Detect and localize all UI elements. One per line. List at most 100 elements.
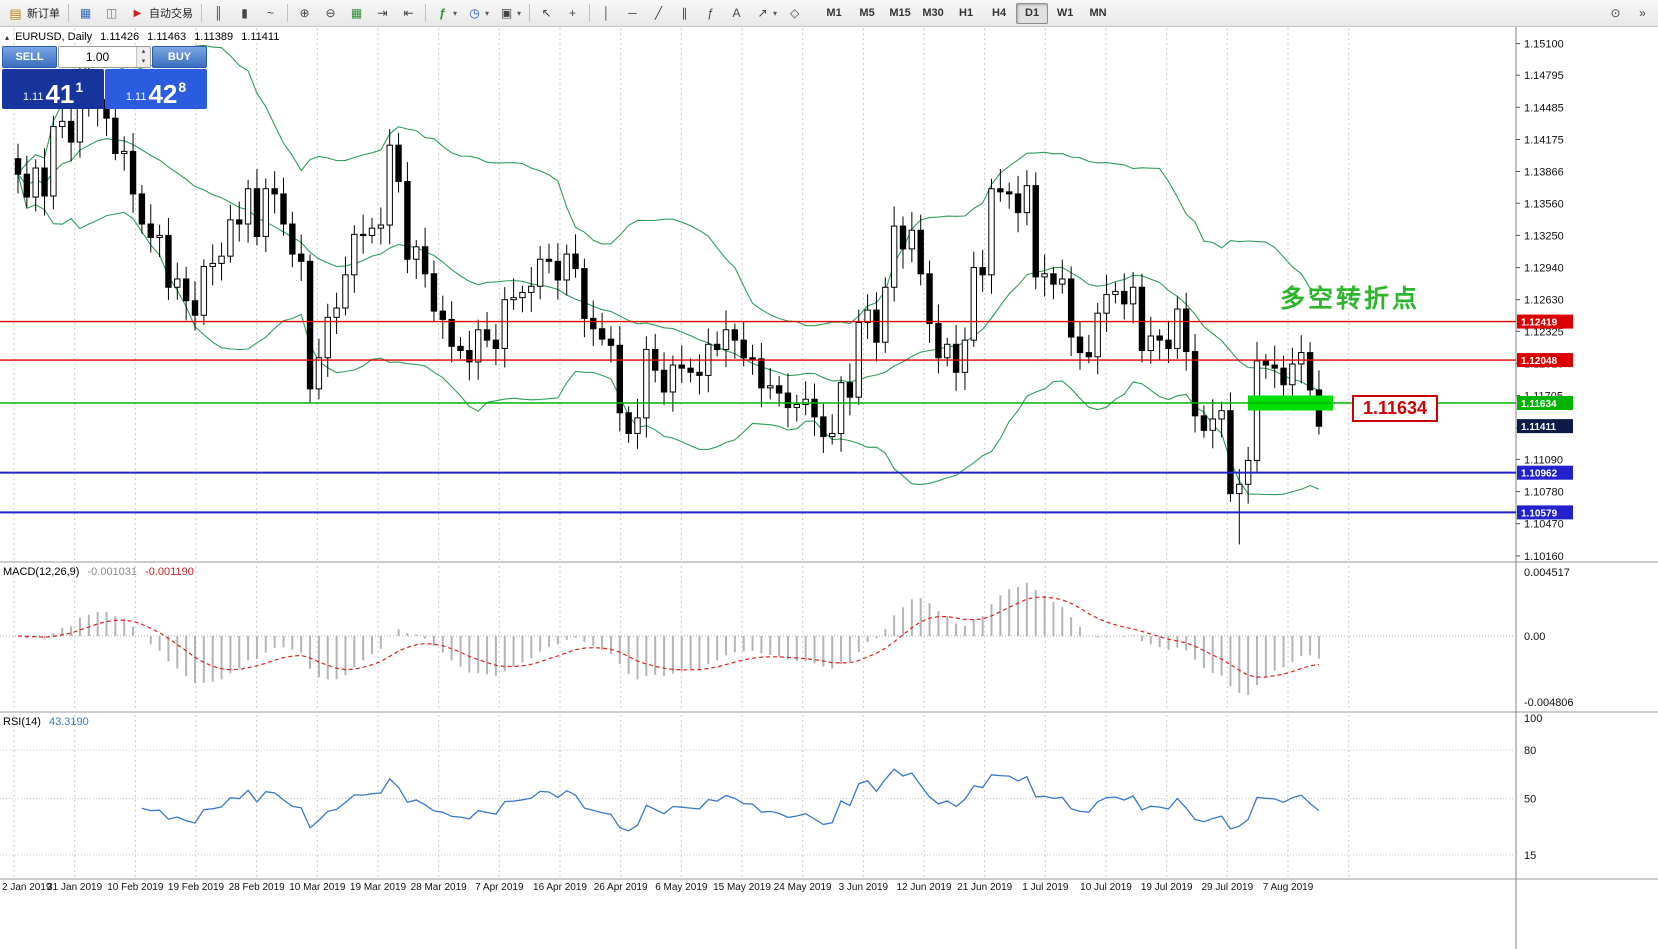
- svg-text:10 Jul 2019: 10 Jul 2019: [1080, 882, 1132, 893]
- fibonacci-icon: ƒ: [707, 5, 714, 20]
- chart-shift-button[interactable]: ⇥: [370, 2, 395, 24]
- svg-text:19 Feb 2019: 19 Feb 2019: [168, 882, 225, 893]
- svg-text:7 Apr 2019: 7 Apr 2019: [475, 882, 524, 893]
- svg-text:31 Jan 2019: 31 Jan 2019: [47, 882, 102, 893]
- timeframe-m30-button[interactable]: M30: [922, 6, 944, 19]
- svg-text:1.12630: 1.12630: [1524, 295, 1564, 307]
- templates-button[interactable]: ▣ ▾: [494, 2, 525, 24]
- svg-text:19 Jul 2019: 19 Jul 2019: [1141, 882, 1193, 893]
- toolbar-overflow-button[interactable]: »: [1630, 2, 1655, 24]
- periods-icon: ◷: [469, 5, 480, 20]
- timeframe-h4-button[interactable]: H4: [992, 6, 1007, 19]
- timeframe-m15-button[interactable]: M15: [889, 6, 911, 19]
- svg-text:29 Jul 2019: 29 Jul 2019: [1201, 882, 1253, 893]
- svg-text:1.13560: 1.13560: [1524, 198, 1564, 210]
- channel-button[interactable]: ∥: [672, 2, 697, 24]
- cursor-button[interactable]: ↖: [534, 2, 559, 24]
- rsi-value: 43.3190: [48, 716, 89, 728]
- svg-text:0.004517: 0.004517: [1524, 567, 1570, 579]
- search-icon: ⊙: [1610, 5, 1621, 20]
- price-callout-box: 1.11634: [1352, 395, 1439, 422]
- indicators-button[interactable]: ƒ ▾: [430, 2, 461, 24]
- sell-price-prefix: 1.11: [22, 91, 44, 103]
- svg-text:15 May 2019: 15 May 2019: [713, 882, 771, 893]
- one-click-toggle-icon[interactable]: ▴: [5, 33, 10, 42]
- indicators-caret-icon: ▾: [453, 8, 458, 18]
- crosshair-icon: +: [569, 5, 577, 20]
- candlestick-chart-button[interactable]: ▮: [232, 2, 257, 24]
- volume-spinner: ▴ ▾: [136, 47, 150, 67]
- svg-text:50: 50: [1524, 794, 1536, 806]
- data-window-icon: ◫: [105, 5, 118, 20]
- zoom-in-button[interactable]: ⊕: [292, 2, 317, 24]
- toolbar-separator: [201, 4, 202, 22]
- vertical-line-button[interactable]: │: [594, 2, 619, 24]
- text-tool-button[interactable]: A: [724, 2, 749, 24]
- svg-text:21 Jun 2019: 21 Jun 2019: [957, 882, 1012, 893]
- high-value: 1.11463: [147, 31, 187, 43]
- search-button[interactable]: ⊙: [1603, 2, 1628, 24]
- timeframe-m1-button[interactable]: M1: [826, 6, 842, 19]
- low-value: 1.11389: [194, 31, 234, 43]
- trendline-button[interactable]: ╱: [646, 2, 671, 24]
- one-click-trading-widget: SELL ▴ ▾ BUY 1.11 41 1 1.11 42 8: [2, 46, 207, 109]
- zoom-out-icon: ⊖: [325, 5, 336, 20]
- toolbar-separator: [287, 4, 288, 22]
- timeframe-mn-button[interactable]: MN: [1089, 6, 1107, 19]
- svg-text:1.14175: 1.14175: [1524, 134, 1564, 146]
- line-chart-button[interactable]: ~: [258, 2, 283, 24]
- svg-text:1.13866: 1.13866: [1524, 167, 1564, 179]
- new-order-button[interactable]: ▤ 新订单: [3, 2, 64, 24]
- toolbar-right-group: ⊙ »: [1603, 2, 1655, 24]
- periods-button[interactable]: ◷ ▾: [462, 2, 493, 24]
- shapes-tool-icon: ◇: [789, 5, 800, 20]
- auto-scroll-button[interactable]: ⇤: [396, 2, 421, 24]
- timeframe-h1-button[interactable]: H1: [959, 6, 974, 19]
- svg-text:15: 15: [1524, 850, 1536, 862]
- svg-text:2 Jan 2019: 2 Jan 2019: [2, 882, 52, 893]
- svg-text:1.11634: 1.11634: [1521, 399, 1557, 410]
- macd-main-value: -0.001031: [87, 566, 138, 578]
- macd-name: MACD(12,26,9): [3, 566, 80, 578]
- crosshair-button[interactable]: +: [560, 2, 585, 24]
- svg-text:1.12048: 1.12048: [1521, 356, 1558, 367]
- buy-button[interactable]: BUY: [152, 46, 207, 68]
- auto-trading-button[interactable]: ▶ 自动交易: [125, 2, 197, 24]
- market-watch-button[interactable]: ▦: [73, 2, 98, 24]
- svg-text:10 Feb 2019: 10 Feb 2019: [107, 882, 164, 893]
- svg-text:7 Aug 2019: 7 Aug 2019: [1263, 882, 1314, 893]
- timeframe-d1-button[interactable]: D1: [1016, 2, 1049, 24]
- svg-text:24 May 2019: 24 May 2019: [774, 882, 832, 893]
- sell-price-panel[interactable]: 1.11 41 1: [2, 69, 104, 109]
- data-window-button[interactable]: ◫: [99, 2, 124, 24]
- svg-text:1.10579: 1.10579: [1521, 508, 1558, 519]
- buy-price-panel[interactable]: 1.11 42 8: [105, 69, 207, 109]
- cursor-icon: ↖: [541, 5, 552, 20]
- fibonacci-button[interactable]: ƒ: [698, 2, 723, 24]
- trendline-icon: ╱: [654, 5, 663, 20]
- volume-up-icon[interactable]: ▴: [137, 47, 150, 57]
- bar-chart-button[interactable]: ║: [206, 2, 231, 24]
- channel-icon: ∥: [681, 5, 688, 20]
- macd-panel-label: MACD(12,26,9) -0.001031 -0.001190: [3, 566, 194, 578]
- sell-button[interactable]: SELL: [2, 46, 57, 68]
- bar-chart-icon: ║: [214, 5, 223, 20]
- volume-input[interactable]: [59, 47, 136, 67]
- toolbar-separator: [68, 4, 69, 22]
- grid-button[interactable]: ▦: [344, 2, 369, 24]
- horizontal-line-icon: ─: [628, 5, 637, 20]
- horizontal-line-button[interactable]: ─: [620, 2, 645, 24]
- shapes-tool-button[interactable]: ◇: [782, 2, 807, 24]
- grid-icon: ▦: [350, 5, 363, 20]
- timeframe-m5-button[interactable]: M5: [859, 6, 875, 19]
- svg-text:1 Jul 2019: 1 Jul 2019: [1022, 882, 1069, 893]
- arrows-tool-button[interactable]: ↗ ▾: [750, 2, 781, 24]
- market-watch-icon: ▦: [79, 5, 92, 20]
- templates-caret-icon: ▾: [517, 8, 522, 18]
- volume-down-icon[interactable]: ▾: [137, 57, 150, 67]
- svg-text:1.12940: 1.12940: [1524, 263, 1564, 275]
- timeframe-w1-button[interactable]: W1: [1056, 6, 1074, 19]
- zoom-out-button[interactable]: ⊖: [318, 2, 343, 24]
